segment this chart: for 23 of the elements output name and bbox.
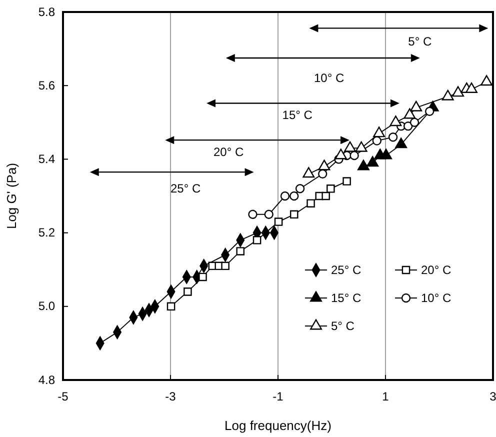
y-tick-label: 5.6 xyxy=(38,78,56,92)
y-tick-label: 5.4 xyxy=(38,152,56,166)
legend-label: 20° C xyxy=(421,263,452,277)
annotation: 20° C xyxy=(213,144,244,159)
x-tick-label: -5 xyxy=(58,390,69,404)
annotation: 15° C xyxy=(282,108,313,122)
annotation: 10° C xyxy=(314,71,344,86)
legend-label: 25° C xyxy=(331,263,362,277)
legend-label: 15° C xyxy=(331,291,362,305)
legend-label: 5° C xyxy=(331,319,355,333)
legend-label: 10° C xyxy=(421,291,452,305)
y-tick-label: 5.0 xyxy=(38,299,56,314)
y-tick-label: 5.2 xyxy=(38,226,56,240)
y-tick-label: 5.8 xyxy=(38,4,56,19)
x-tick-label: -1 xyxy=(272,390,284,404)
annotation: 5° C xyxy=(408,34,432,48)
y-axis-title: Log G' (Pa) xyxy=(4,162,19,230)
annotation: 25° C xyxy=(170,182,201,196)
x-axis-title: Log frequency(Hz) xyxy=(224,418,332,433)
x-tick-label: 3 xyxy=(490,390,496,404)
x-tick-label: 1 xyxy=(382,390,390,404)
x-tick-label: -3 xyxy=(165,390,176,404)
y-tick-label: 4.8 xyxy=(38,372,56,387)
